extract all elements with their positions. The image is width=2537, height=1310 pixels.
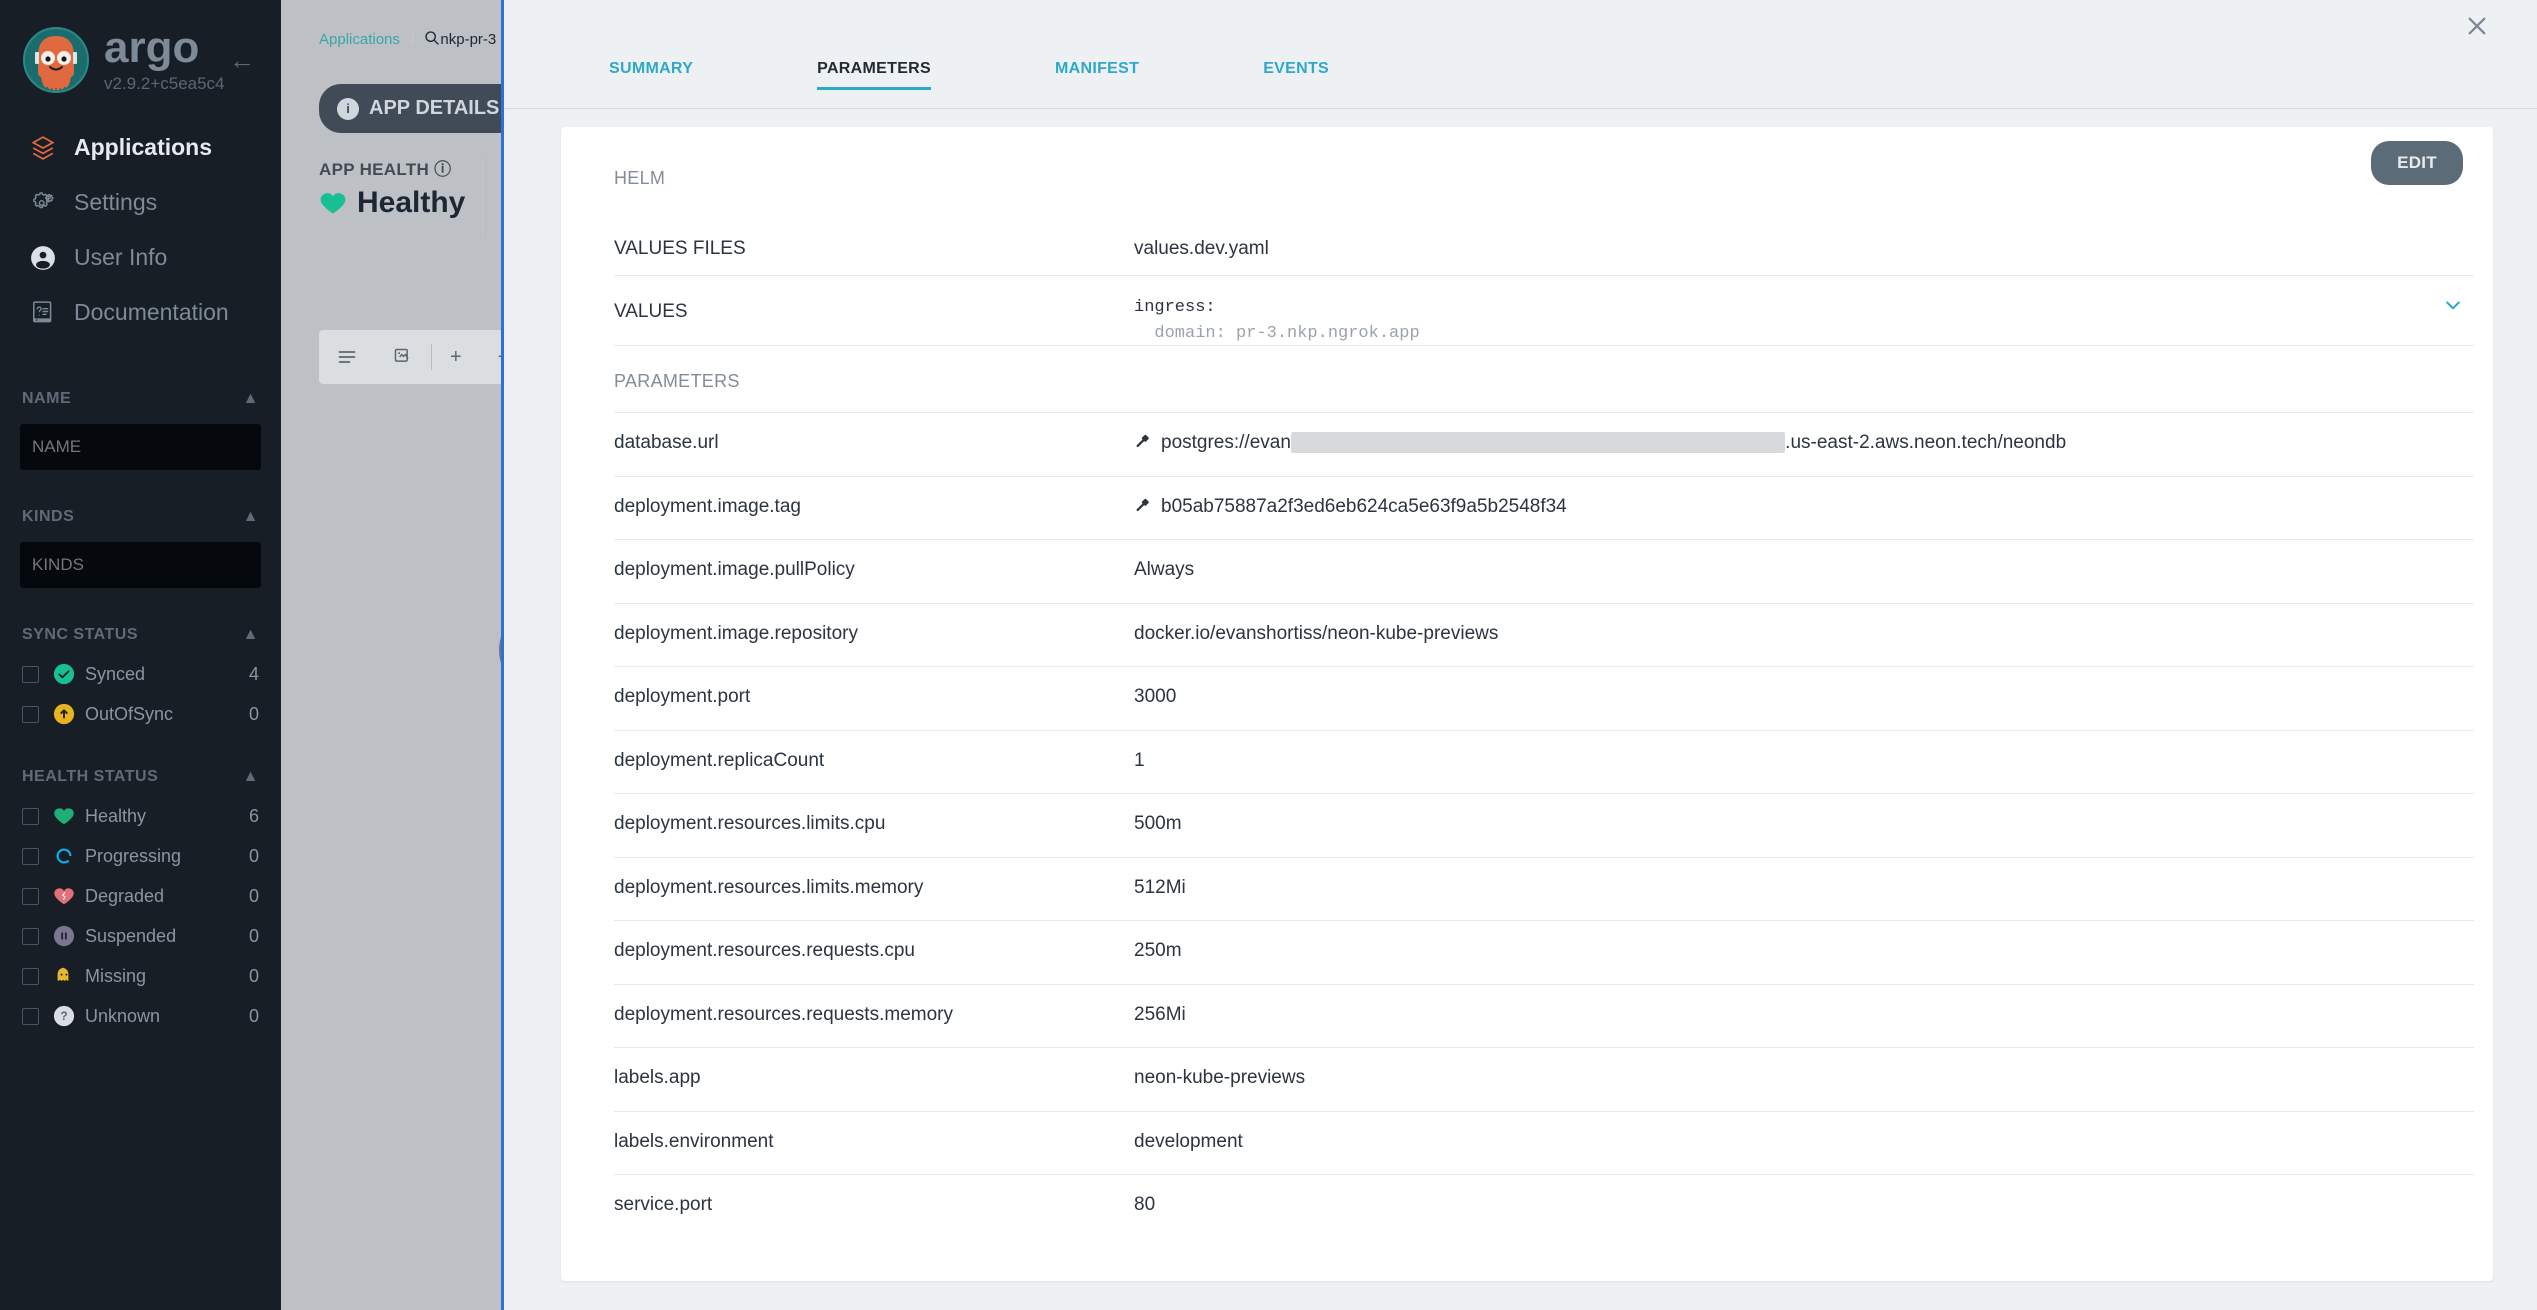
svg-text:?: ? xyxy=(60,1009,67,1023)
